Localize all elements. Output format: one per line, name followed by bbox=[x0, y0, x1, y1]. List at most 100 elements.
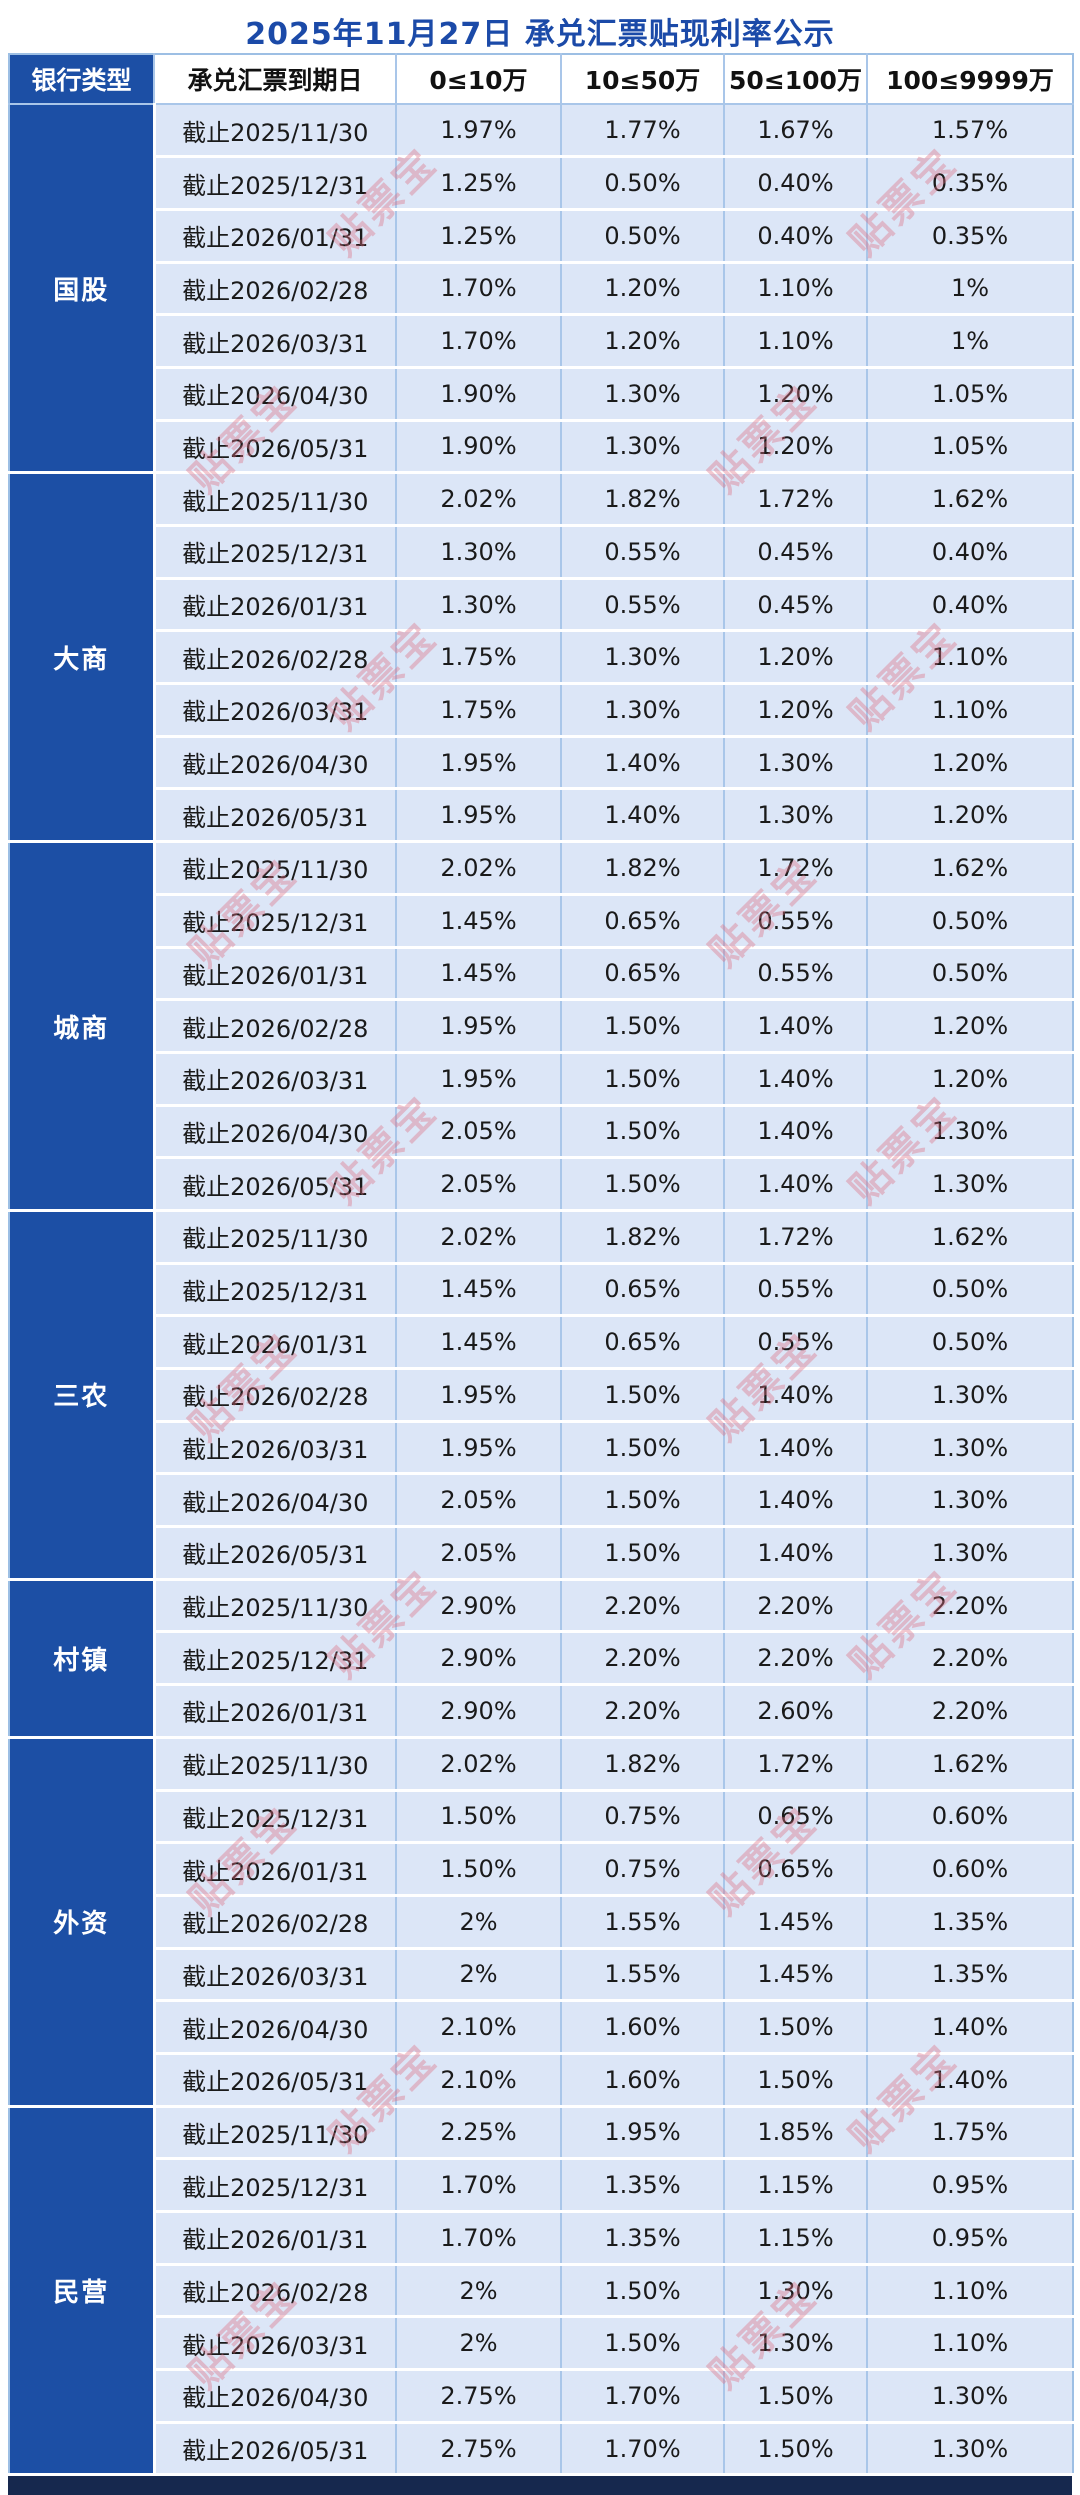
rate-cell-2: 1.60% bbox=[561, 2053, 725, 2108]
group-label: 民营 bbox=[9, 2106, 156, 2477]
maturity-date-cell: 截止2026/03/31 bbox=[154, 314, 397, 369]
table-row: 截止2026/01/31 2.90% 2.20% 2.60% 2.20% bbox=[9, 1684, 1073, 1739]
rate-cell-1: 1.95% bbox=[396, 1368, 562, 1423]
rate-cell-2: 2.20% bbox=[561, 1631, 725, 1687]
rate-cell-4: 0.50% bbox=[867, 894, 1073, 949]
rate-cell-4: 1.35% bbox=[867, 1948, 1073, 2003]
rate-cell-3: 0.65% bbox=[724, 1790, 868, 1845]
rate-cell-3: 0.45% bbox=[724, 578, 868, 633]
rate-cell-3: 1.20% bbox=[724, 630, 868, 686]
rate-cell-1: 2% bbox=[396, 2316, 562, 2372]
table-row: 截止2026/04/30 2.05% 1.50% 1.40% 1.30% bbox=[9, 1105, 1073, 1160]
rate-cell-2: 1.50% bbox=[561, 999, 725, 1054]
table-row: 截止2026/02/28 1.70% 1.20% 1.10% 1% bbox=[9, 262, 1073, 317]
rate-cell-4: 1.10% bbox=[867, 2316, 1073, 2372]
bottom-cutoff-band bbox=[8, 2476, 1072, 2495]
rate-cell-3: 1.40% bbox=[724, 999, 868, 1054]
table-row: 截止2026/05/31 2.10% 1.60% 1.50% 1.40% bbox=[9, 2053, 1073, 2108]
rate-cell-1: 2.90% bbox=[396, 1631, 562, 1687]
header-col-5: 100≤9999万 bbox=[867, 54, 1073, 105]
rate-cell-3: 1.40% bbox=[724, 1473, 868, 1529]
rate-cell-3: 1.30% bbox=[724, 736, 868, 791]
rate-cell-3: 0.55% bbox=[724, 1263, 868, 1318]
rate-cell-2: 1.82% bbox=[561, 841, 725, 896]
rate-cell-1: 2.02% bbox=[396, 472, 562, 527]
rate-cell-2: 0.65% bbox=[561, 1263, 725, 1318]
table-row: 截止2026/05/31 2.75% 1.70% 1.50% 1.30% bbox=[9, 2422, 1073, 2477]
rate-cell-4: 1.10% bbox=[867, 2264, 1073, 2319]
rate-cell-1: 2.10% bbox=[396, 2053, 562, 2108]
maturity-date-cell: 截止2026/02/28 bbox=[154, 999, 397, 1054]
table-row: 截止2026/02/28 2% 1.55% 1.45% 1.35% bbox=[9, 1895, 1073, 1950]
rate-cell-3: 1.30% bbox=[724, 788, 868, 844]
table-row: 大商 截止2025/11/30 2.02% 1.82% 1.72% 1.62% bbox=[9, 472, 1073, 844]
rate-cell-3: 0.55% bbox=[724, 894, 868, 949]
header-row: 银行类型 承兑汇票到期日 0≤10万 10≤50万 50≤100万 100≤9999万 bbox=[9, 54, 1073, 105]
rate-cell-2: 1.77% bbox=[561, 104, 725, 159]
rate-cell-2: 0.65% bbox=[561, 947, 725, 1002]
table-row: 截止2026/04/30 1.90% 1.30% 1.20% 1.05% bbox=[9, 367, 1073, 422]
table-row: 民营 截止2025/11/30 2.25% 1.95% 1.85% 1.75% bbox=[9, 2106, 1073, 2477]
rate-cell-1: 2.05% bbox=[396, 1157, 562, 1212]
group-label: 国股 bbox=[9, 104, 156, 475]
header-bank-type: 银行类型 bbox=[9, 54, 155, 105]
rate-cell-3: 1.15% bbox=[724, 2158, 868, 2213]
maturity-date-cell: 截止2025/12/31 bbox=[154, 156, 397, 211]
rate-cell-1: 2.90% bbox=[396, 1684, 562, 1739]
table-row: 三农 截止2025/11/30 2.02% 1.82% 1.72% 1.62% bbox=[9, 1210, 1073, 1581]
table-row: 截止2026/01/31 1.50% 0.75% 0.65% 0.60% bbox=[9, 1842, 1073, 1897]
rate-cell-2: 1.82% bbox=[561, 1210, 725, 1265]
maturity-date-cell: 截止2026/01/31 bbox=[154, 947, 397, 1002]
table-row: 截止2026/03/31 1.95% 1.50% 1.40% 1.30% bbox=[9, 1421, 1073, 1476]
rates-table-container: 银行类型 承兑汇票到期日 0≤10万 10≤50万 50≤100万 100≤9999万 国… bbox=[8, 53, 1074, 2477]
rate-cell-4: 1.10% bbox=[867, 630, 1073, 686]
rate-cell-1: 1.45% bbox=[396, 1315, 562, 1370]
rate-cell-1: 1.70% bbox=[396, 2211, 562, 2266]
maturity-date-cell: 截止2026/05/31 bbox=[154, 788, 397, 844]
rate-cell-1: 2.05% bbox=[396, 1105, 562, 1160]
maturity-date-cell: 截止2026/05/31 bbox=[154, 1526, 397, 1581]
table-row: 截止2026/04/30 2.10% 1.60% 1.50% 1.40% bbox=[9, 2000, 1073, 2055]
rate-cell-2: 0.75% bbox=[561, 1842, 725, 1897]
table-row: 村镇 截止2025/11/30 2.90% 2.20% 2.20% 2.20% bbox=[9, 1579, 1073, 1739]
rate-cell-2: 1.20% bbox=[561, 262, 725, 317]
rate-cell-1: 2.25% bbox=[396, 2106, 562, 2161]
rate-cell-2: 1.40% bbox=[561, 788, 725, 844]
table-row: 截止2025/12/31 1.30% 0.55% 0.45% 0.40% bbox=[9, 525, 1073, 580]
maturity-date-cell: 截止2026/03/31 bbox=[154, 1421, 397, 1476]
maturity-date-cell: 截止2025/11/30 bbox=[154, 2106, 397, 2161]
rate-cell-3: 1.40% bbox=[724, 1421, 868, 1476]
maturity-date-cell: 截止2026/05/31 bbox=[154, 2053, 397, 2108]
rate-cell-4: 1.20% bbox=[867, 736, 1073, 791]
rate-cell-1: 2.75% bbox=[396, 2369, 562, 2424]
rate-cell-4: 0.50% bbox=[867, 1315, 1073, 1370]
rate-cell-4: 2.20% bbox=[867, 1631, 1073, 1687]
rate-cell-2: 1.82% bbox=[561, 472, 725, 527]
rate-cell-2: 1.30% bbox=[561, 367, 725, 422]
rate-cell-4: 0.60% bbox=[867, 1842, 1073, 1897]
rate-cell-4: 1.57% bbox=[867, 104, 1073, 159]
rate-cell-4: 2.20% bbox=[867, 1684, 1073, 1739]
rate-cell-3: 1.50% bbox=[724, 2053, 868, 2108]
rates-table: 银行类型 承兑汇票到期日 0≤10万 10≤50万 50≤100万 100≤9999万 国… bbox=[8, 53, 1074, 2477]
rate-cell-1: 2.05% bbox=[396, 1526, 562, 1581]
rate-cell-4: 1.20% bbox=[867, 1052, 1073, 1107]
rate-cell-3: 1.72% bbox=[724, 472, 868, 527]
maturity-date-cell: 截止2025/12/31 bbox=[154, 1631, 397, 1687]
rate-cell-4: 0.35% bbox=[867, 209, 1073, 264]
rate-cell-3: 1.20% bbox=[724, 683, 868, 738]
rate-cell-2: 1.50% bbox=[561, 1368, 725, 1423]
rate-cell-4: 1.30% bbox=[867, 1421, 1073, 1476]
maturity-date-cell: 截止2026/04/30 bbox=[154, 2000, 397, 2055]
rate-cell-4: 1.62% bbox=[867, 472, 1073, 527]
maturity-date-cell: 截止2026/01/31 bbox=[154, 578, 397, 633]
maturity-date-cell: 截止2026/02/28 bbox=[154, 1368, 397, 1423]
rate-cell-3: 2.20% bbox=[724, 1579, 868, 1634]
rate-cell-2: 1.50% bbox=[561, 1526, 725, 1581]
rate-cell-2: 1.60% bbox=[561, 2000, 725, 2055]
rate-cell-3: 1.10% bbox=[724, 262, 868, 317]
maturity-date-cell: 截止2026/01/31 bbox=[154, 2211, 397, 2266]
rate-cell-2: 1.70% bbox=[561, 2422, 725, 2477]
maturity-date-cell: 截止2026/05/31 bbox=[154, 420, 397, 475]
table-row: 截止2026/04/30 2.05% 1.50% 1.40% 1.30% bbox=[9, 1473, 1073, 1529]
